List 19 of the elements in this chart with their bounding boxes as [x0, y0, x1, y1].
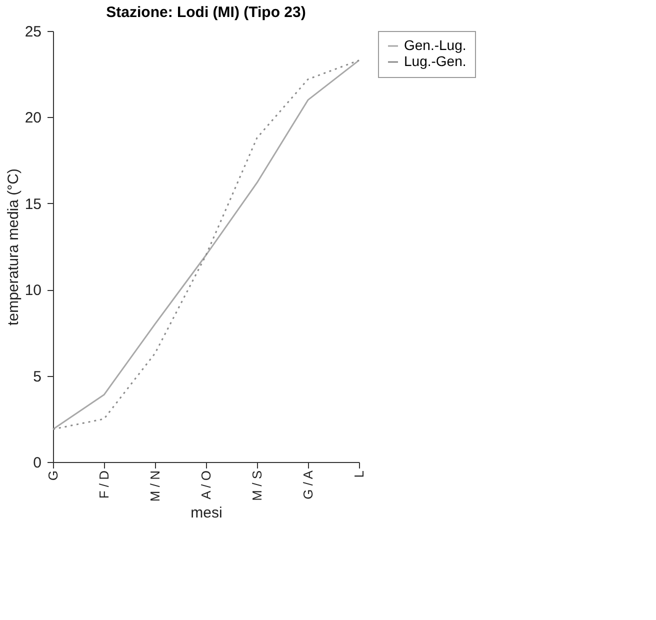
y-axis-title: temperatura media (°C) — [4, 168, 22, 326]
y-tick-label: 10 — [24, 282, 42, 300]
x-tick-label: M / S — [250, 470, 264, 501]
x-tick-label: L — [352, 470, 366, 478]
y-tick-label: 15 — [24, 196, 42, 213]
x-tick-label: F / D — [96, 470, 112, 499]
y-tick-label: 5 — [33, 368, 42, 386]
x-tick-label: A / O — [198, 470, 214, 500]
legend-label: Gen.-Lug. — [404, 37, 466, 53]
x-axis-title: mesi — [190, 504, 222, 522]
y-tick-label: 0 — [33, 454, 42, 472]
y-tick-label: 20 — [24, 110, 42, 127]
chart-title: Stazione: Lodi (MI) (Tipo 23) — [106, 4, 306, 21]
x-tick-label: G / A — [300, 470, 316, 500]
y-tick-label: 25 — [24, 24, 42, 40]
x-tick-label: G — [46, 470, 60, 481]
legend-label: Lug.-Gen. — [404, 53, 466, 69]
x-tick-label: M / N — [148, 470, 162, 502]
line-series — [52, 60, 360, 430]
